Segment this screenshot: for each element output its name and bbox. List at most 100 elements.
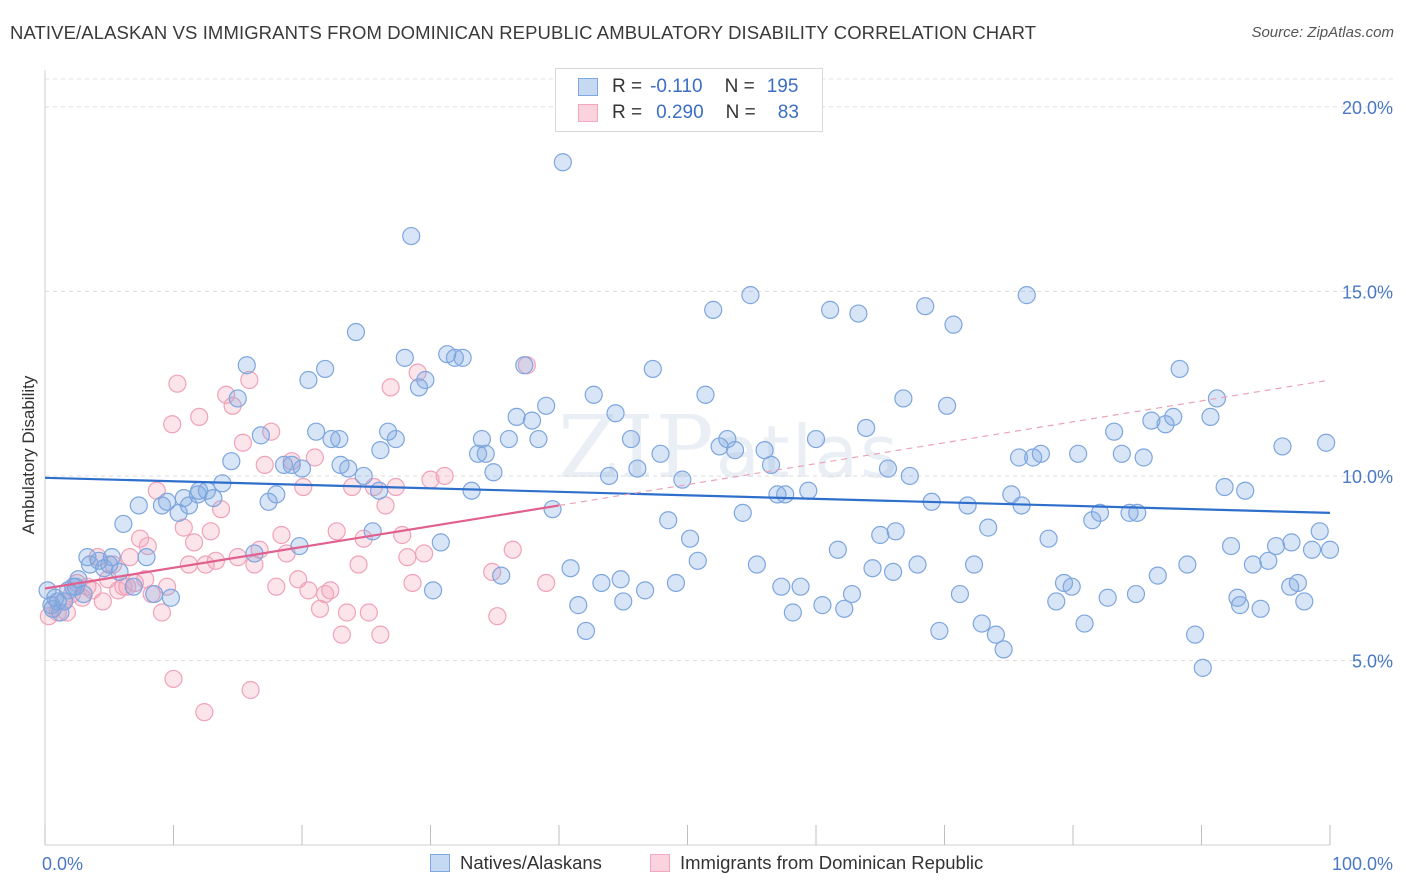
data-point-natives (1215, 477, 1234, 497)
data-point-natives (307, 422, 326, 441)
data-point-natives (251, 426, 270, 445)
data-point-natives (799, 481, 818, 500)
data-point-natives (472, 429, 491, 449)
data-point-dominican (435, 466, 454, 486)
data-point-natives (1047, 592, 1066, 611)
data-point-dominican (332, 625, 351, 644)
data-point-natives (772, 577, 791, 596)
data-point-natives (1310, 522, 1329, 541)
data-point-natives (592, 573, 611, 593)
chart-title: NATIVE/ALASKAN VS IMMIGRANTS FROM DOMINI… (10, 22, 1037, 43)
data-point-natives (204, 488, 223, 508)
data-point-natives (370, 481, 389, 500)
data-point-natives (1002, 485, 1021, 504)
data-point-natives (666, 573, 686, 593)
data-point-dominican (537, 573, 556, 593)
data-point-dominican (403, 573, 422, 593)
data-point-natives (791, 577, 810, 596)
data-point-dominican (233, 433, 252, 452)
data-point-natives (635, 581, 655, 600)
data-point-natives (1282, 533, 1301, 552)
data-point-natives (237, 356, 256, 375)
legend-item-natives[interactable]: Natives/Alaskans (430, 852, 602, 874)
watermark: ZIPatlas (558, 398, 900, 498)
data-point-natives (1062, 577, 1081, 596)
data-point-natives (522, 411, 542, 430)
data-point-natives (725, 441, 745, 460)
data-point-dominican (299, 581, 318, 600)
data-point-natives (849, 304, 868, 323)
data-point-natives (423, 581, 443, 600)
data-point-dominican (184, 533, 204, 552)
data-point-natives (813, 596, 832, 615)
legend-row-natives: R = -0.110 N = 195 (578, 74, 798, 100)
data-point-natives (783, 603, 802, 622)
data-point-natives (299, 370, 318, 390)
data-point-natives (561, 559, 580, 578)
data-point-natives (66, 577, 85, 596)
data-point-natives (710, 437, 729, 456)
data-point-natives (900, 466, 919, 486)
data-point-natives (354, 466, 373, 486)
data-point-dominican (195, 703, 214, 722)
data-point-natives (1142, 411, 1161, 430)
data-point-dominican (130, 529, 150, 548)
data-point-dominican (241, 680, 260, 700)
data-point-natives (1236, 481, 1255, 500)
data-point-dominican (240, 370, 259, 390)
data-point-natives (453, 348, 472, 367)
legend-item-dominican[interactable]: Immigrants from Dominican Republic (650, 852, 983, 874)
data-point-natives (114, 514, 133, 534)
data-point-natives (1193, 658, 1212, 677)
n-value: 195 (766, 76, 799, 97)
data-point-natives (878, 459, 898, 478)
data-point-natives (102, 548, 121, 567)
data-point-natives (569, 596, 588, 615)
data-point-natives (161, 588, 181, 607)
series-legend: Natives/Alaskans Immigrants from Dominic… (0, 852, 1406, 878)
r-value: -0.110 (650, 76, 703, 97)
data-point-natives (190, 481, 209, 500)
r-value: 0.290 (656, 102, 704, 123)
data-point-natives (994, 640, 1013, 659)
data-point-dominican (294, 477, 313, 497)
legend-swatch-blue (578, 78, 598, 96)
data-point-natives (553, 153, 572, 172)
data-point-natives (1083, 511, 1102, 530)
data-point-natives (704, 300, 723, 319)
data-point-natives (776, 485, 795, 504)
data-point-natives (476, 444, 495, 463)
data-point-dominican (114, 577, 133, 596)
data-point-natives (1112, 444, 1131, 463)
data-point-natives (606, 404, 625, 423)
data-point-natives (416, 370, 435, 390)
data-point-natives (537, 396, 556, 415)
data-point-natives (292, 459, 312, 478)
correlation-legend: R = -0.110 N = 195 R = 0.290 N = 83 (555, 68, 823, 132)
data-point-natives (696, 385, 715, 404)
data-point-natives (747, 555, 766, 574)
data-point-natives (1317, 433, 1336, 452)
data-point-dominican (190, 407, 209, 427)
data-point-natives (462, 481, 481, 500)
data-point-natives (1251, 599, 1270, 618)
data-point-natives (1273, 437, 1292, 456)
data-point-dominican (483, 562, 502, 582)
data-point-natives (1134, 448, 1153, 467)
data-point-natives (267, 485, 286, 504)
data-point-dominican (289, 570, 308, 589)
data-point-natives (1302, 540, 1322, 559)
data-point-natives (916, 297, 935, 316)
data-point-natives (733, 503, 752, 522)
data-point-natives (445, 348, 465, 367)
data-point-natives (1069, 444, 1088, 463)
data-point-natives (80, 555, 100, 574)
data-point-natives (979, 518, 998, 537)
data-point-natives (1156, 415, 1175, 434)
data-point-dominican (414, 544, 434, 563)
data-point-dominican (398, 548, 417, 567)
data-point-natives (688, 551, 707, 570)
data-point-natives (145, 584, 164, 604)
data-point-natives (468, 444, 488, 463)
watermark-atlas: atlas (715, 410, 900, 494)
